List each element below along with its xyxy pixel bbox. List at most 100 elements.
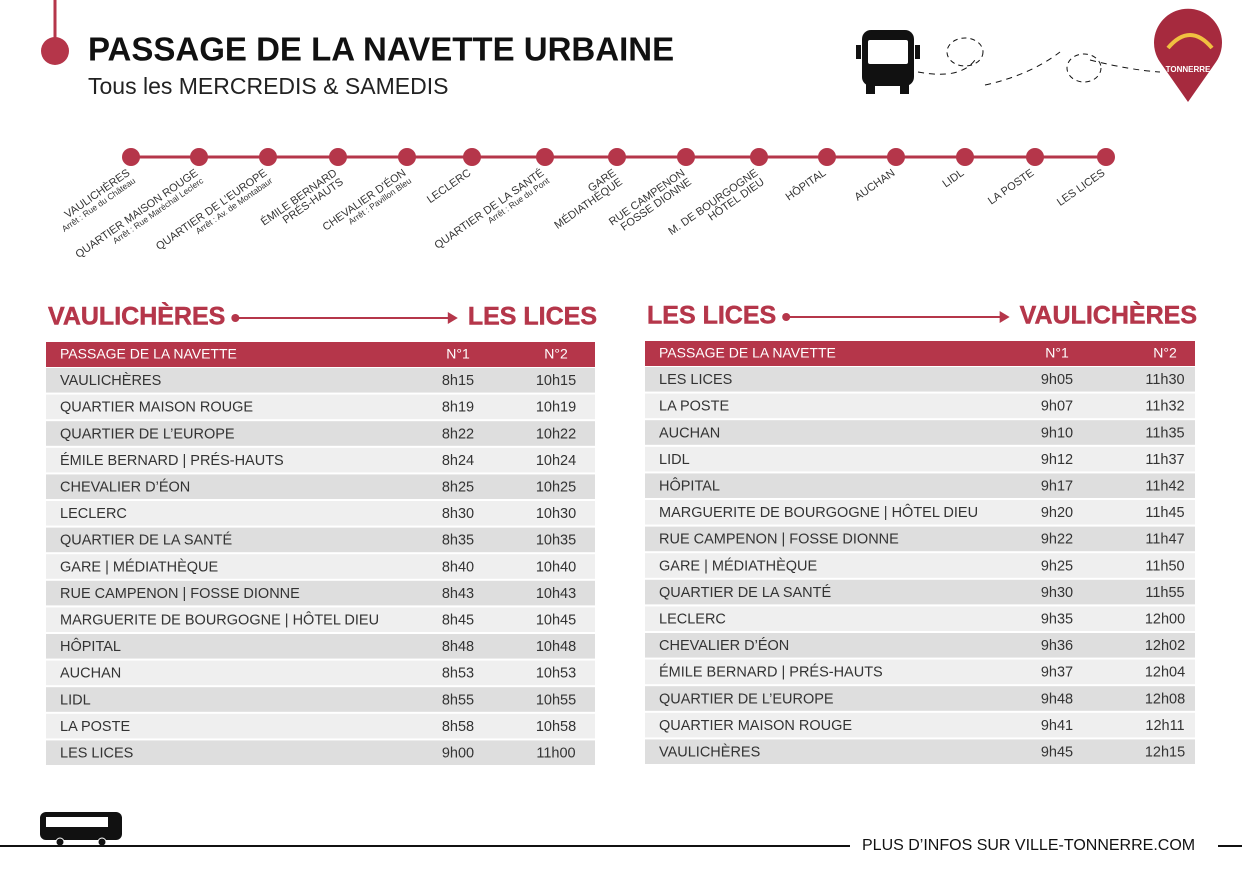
time-cell: 8h53: [442, 666, 474, 682]
stop-name: QUARTIER DE L’EUROPE: [154, 167, 269, 253]
table-header: [645, 341, 1195, 366]
time-cell: 10h19: [536, 400, 576, 416]
stop-dot: [818, 148, 836, 166]
stop-label: LIDL: [940, 167, 966, 190]
table-row: [46, 607, 595, 632]
table-row: [46, 554, 595, 579]
stop-cell: GARE | MÉDIATHÈQUE: [60, 558, 219, 575]
time-cell: 8h15: [442, 373, 474, 389]
arrow-head: [999, 311, 1010, 323]
time-cell: 8h35: [442, 533, 474, 549]
time-cell: 9h05: [1041, 372, 1073, 388]
stop-name: LECLERC: [425, 167, 473, 206]
stop-cell: RUE CAMPENON | FOSSE DIONNE: [60, 586, 300, 602]
direction-from: LES LICES: [647, 302, 776, 330]
stop-cell: AUCHAN: [60, 666, 121, 682]
time-cell: 9h25: [1041, 558, 1073, 574]
table-row: [46, 394, 595, 420]
stop-cell: LIDL: [60, 692, 91, 708]
stop-dot: [887, 148, 905, 166]
stop-label: AUCHAN: [852, 167, 897, 204]
stop-name: LES LICES: [1055, 167, 1107, 209]
stop-dot: [956, 148, 974, 166]
header-cell: N°2: [1153, 345, 1177, 361]
table-row: [46, 687, 595, 712]
stop-cell: CHEVALIER D’ÉON: [659, 637, 789, 654]
time-cell: 11h50: [1145, 558, 1184, 574]
table-row: [46, 447, 595, 473]
time-cell: 10h43: [536, 586, 576, 602]
time-cell: 8h40: [442, 559, 474, 575]
stop-cell: ÉMILE BERNARD | PRÉS-HAUTS: [659, 664, 883, 681]
table-row: [46, 368, 595, 393]
time-cell: 9h48: [1041, 691, 1073, 707]
table-row: [46, 660, 595, 686]
time-cell: 12h00: [1145, 612, 1185, 628]
time-cell: 9h37: [1041, 665, 1073, 681]
stop-dot: [259, 148, 277, 166]
stop-cell: LA POSTE: [60, 719, 130, 735]
stop-dot: [1026, 148, 1044, 166]
time-cell: 9h17: [1041, 479, 1073, 495]
time-cell: 9h00: [442, 746, 474, 762]
table-row: [645, 473, 1195, 498]
stop-cell: HÔPITAL: [659, 478, 720, 495]
stop-cell: VAULICHÈRES: [60, 372, 161, 389]
stop-cell: QUARTIER MAISON ROUGE: [60, 400, 253, 416]
time-cell: 10h53: [536, 666, 576, 682]
time-cell: 12h15: [1145, 745, 1185, 761]
time-cell: 11h42: [1145, 479, 1184, 495]
table-row: [46, 474, 595, 499]
logo-text: TONNERRE: [1166, 65, 1211, 74]
time-cell: 9h35: [1041, 612, 1073, 628]
subtitle: Tous les MERCREDIS & SAMEDIS: [88, 73, 448, 99]
stop-cell: LES LICES: [659, 372, 732, 388]
arrow-head: [447, 312, 458, 324]
table-row: [645, 712, 1195, 738]
time-cell: 10h40: [536, 559, 576, 575]
stop-cell: QUARTIER DE LA SANTÉ: [659, 584, 831, 601]
time-cell: 10h45: [536, 613, 576, 629]
stop-cell: QUARTIER DE L’EUROPE: [60, 426, 235, 442]
footer-text: PLUS D’INFOS SUR VILLE-TONNERRE.COM: [862, 837, 1195, 854]
header-cell: N°1: [1045, 345, 1069, 361]
header-cell: PASSAGE DE LA NAVETTE: [659, 345, 836, 361]
bus-small: [40, 812, 122, 847]
table-row: [645, 579, 1195, 605]
table-header: [46, 342, 595, 367]
table-row: [645, 633, 1195, 658]
time-cell: 9h07: [1041, 399, 1073, 415]
table-row: [46, 740, 595, 765]
time-cell: 8h45: [442, 613, 474, 629]
table-row: [645, 659, 1195, 685]
stop-dot: [398, 148, 416, 166]
time-cell: 11h37: [1145, 452, 1184, 468]
stop-dot: [329, 148, 347, 166]
time-cell: 8h25: [442, 480, 474, 496]
stop-label: LA POSTE: [986, 167, 1036, 207]
stop-name: LIDL: [940, 167, 966, 190]
time-cell: 11h45: [1145, 505, 1184, 521]
stop-cell: RUE CAMPENON | FOSSE DIONNE: [659, 532, 899, 548]
time-cell: 9h20: [1041, 505, 1073, 521]
time-cell: 10h15: [536, 373, 576, 389]
stop-cell: MARGUERITE DE BOURGOGNE | HÔTEL DIEU: [60, 612, 379, 629]
stop-cell: AUCHAN: [659, 425, 720, 441]
timetables: VAULICHÈRES LES LICES PASSAGE DE LA NAVETT…: [46, 300, 1197, 765]
table-row: [46, 713, 595, 739]
table-row: [645, 526, 1195, 552]
stop-cell: VAULICHÈRES: [659, 744, 760, 761]
stop-name: AUCHAN: [852, 167, 897, 204]
title: PASSAGE DE LA NAVETTE URBAINE: [88, 31, 674, 68]
table-row: [645, 500, 1195, 525]
time-cell: 11h00: [536, 746, 575, 762]
stop-label: LES LICES: [1055, 167, 1107, 209]
stop-cell: LES LICES: [60, 746, 133, 762]
direction-to: VAULICHÈRES: [1020, 301, 1197, 330]
stop-cell: CHEVALIER D’ÉON: [60, 479, 190, 496]
stop-cell: QUARTIER MAISON ROUGE: [659, 718, 852, 734]
